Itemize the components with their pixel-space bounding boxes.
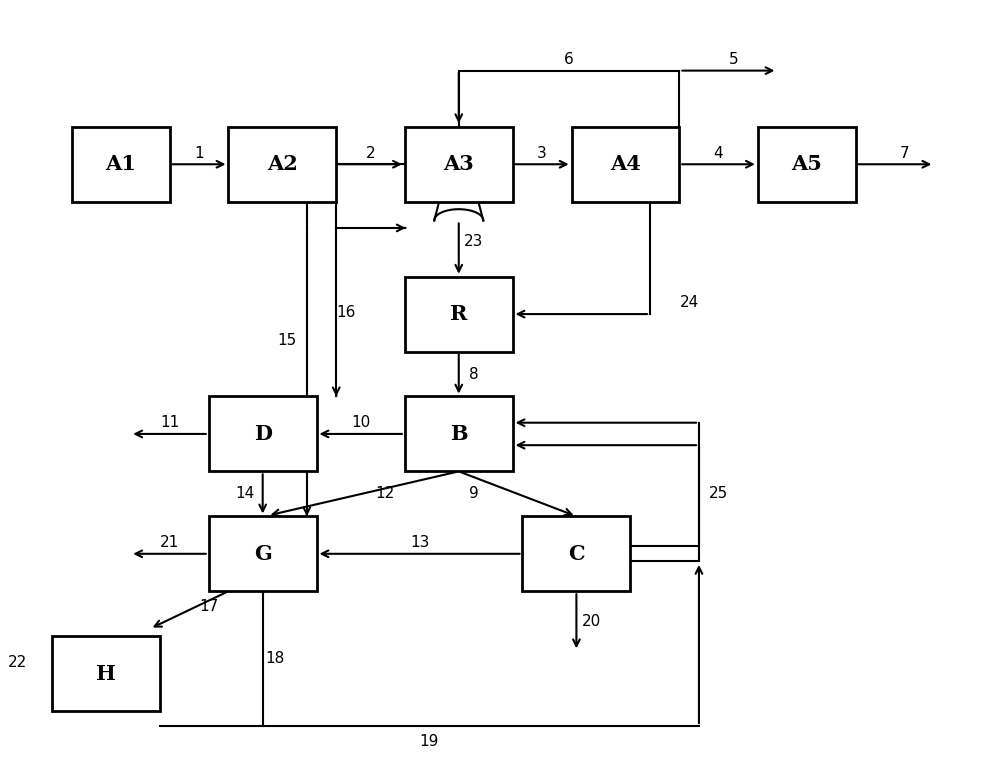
Text: B: B (450, 424, 468, 444)
Text: 10: 10 (351, 415, 370, 430)
FancyBboxPatch shape (228, 127, 336, 201)
Text: 5: 5 (728, 52, 738, 67)
Text: 2: 2 (366, 146, 375, 160)
Text: 15: 15 (278, 333, 297, 348)
Text: 20: 20 (581, 613, 601, 629)
FancyBboxPatch shape (758, 127, 856, 201)
Text: 24: 24 (680, 295, 699, 311)
Text: 11: 11 (160, 415, 179, 430)
Text: A3: A3 (443, 154, 474, 174)
Text: A1: A1 (105, 154, 136, 174)
FancyBboxPatch shape (209, 397, 317, 472)
Text: 1: 1 (194, 146, 204, 160)
Text: 17: 17 (199, 599, 218, 613)
Text: 14: 14 (235, 486, 255, 501)
Text: 18: 18 (265, 651, 284, 666)
Text: 6: 6 (564, 52, 574, 67)
Text: C: C (568, 544, 585, 564)
Text: 4: 4 (714, 146, 723, 160)
Text: 13: 13 (410, 535, 429, 550)
Text: 23: 23 (464, 233, 483, 249)
FancyBboxPatch shape (405, 397, 513, 472)
Text: 8: 8 (469, 366, 478, 382)
Text: R: R (450, 304, 467, 324)
FancyBboxPatch shape (52, 636, 160, 711)
Text: 12: 12 (376, 486, 395, 501)
Text: D: D (254, 424, 272, 444)
FancyBboxPatch shape (522, 517, 630, 591)
FancyBboxPatch shape (405, 127, 513, 201)
Text: 9: 9 (469, 486, 478, 501)
Text: 3: 3 (537, 146, 547, 160)
Text: 7: 7 (900, 146, 910, 160)
Text: 25: 25 (709, 486, 728, 501)
FancyBboxPatch shape (209, 517, 317, 591)
Text: H: H (96, 664, 116, 684)
Text: 16: 16 (336, 304, 356, 320)
FancyBboxPatch shape (572, 127, 679, 201)
Text: 19: 19 (420, 733, 439, 749)
Text: 22: 22 (8, 655, 27, 670)
Text: A2: A2 (267, 154, 298, 174)
Text: A5: A5 (791, 154, 822, 174)
Text: 21: 21 (160, 535, 179, 550)
FancyBboxPatch shape (405, 277, 513, 352)
Text: A4: A4 (610, 154, 641, 174)
Text: G: G (254, 544, 272, 564)
FancyBboxPatch shape (72, 127, 170, 201)
